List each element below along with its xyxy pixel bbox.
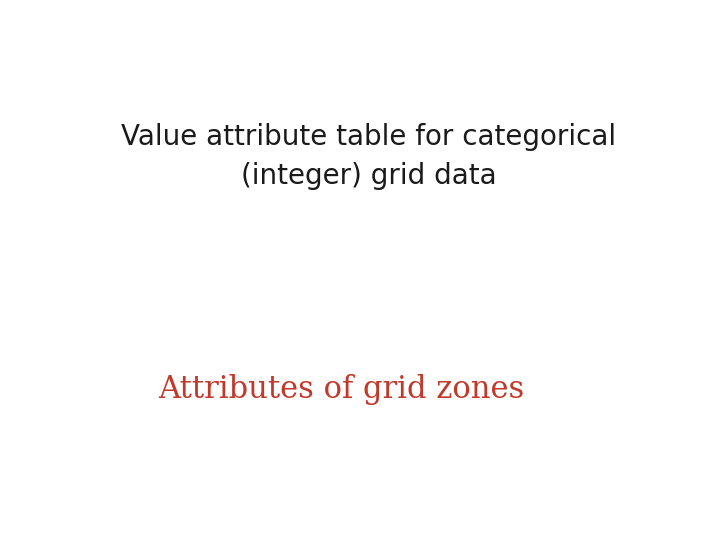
Text: Value attribute table for categorical
(integer) grid data: Value attribute table for categorical (i… bbox=[122, 123, 616, 190]
Text: Attributes of grid zones: Attributes of grid zones bbox=[158, 374, 524, 404]
